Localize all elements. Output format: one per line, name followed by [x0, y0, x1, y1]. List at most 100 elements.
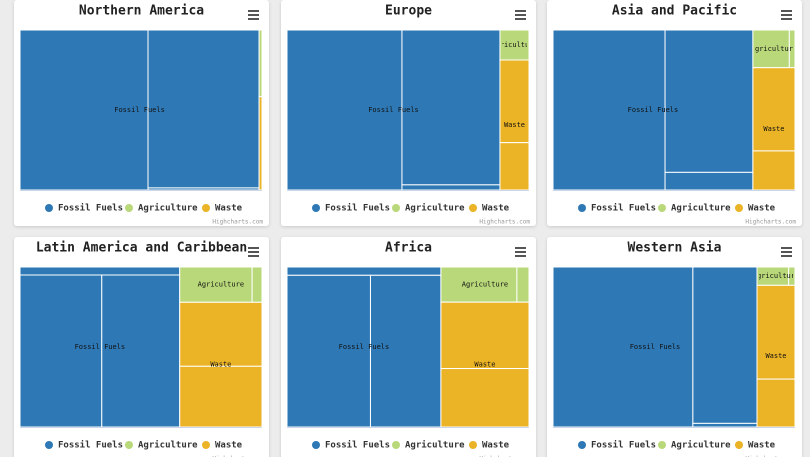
treemap-cell — [552, 29, 666, 191]
treemap-cell — [401, 184, 501, 191]
legend-label: Agriculture — [671, 203, 731, 214]
legend-label: Fossil Fuels — [58, 440, 123, 451]
legend-item[interactable]: Agriculture — [392, 203, 465, 214]
menu-bar — [248, 255, 259, 257]
group-label: Fossil Fuels — [630, 343, 681, 351]
legend-item[interactable]: Fossil Fuels — [312, 440, 390, 451]
treemap-cell — [147, 187, 260, 191]
legend-item[interactable]: Fossil Fuels — [45, 440, 123, 451]
group-label: Waste — [504, 121, 525, 129]
treemap-cell — [179, 301, 263, 367]
group-label: Agriculture — [462, 281, 508, 289]
menu-bar — [248, 18, 259, 20]
treemap-cell — [251, 266, 263, 303]
treemap-cell — [552, 266, 694, 428]
menu-bar — [515, 251, 526, 253]
legend-item[interactable]: Fossil Fuels — [578, 203, 656, 214]
legend-item[interactable]: Waste — [469, 204, 510, 214]
group-label: Fossil Fuels — [75, 343, 126, 351]
legend-label: Fossil Fuels — [591, 203, 656, 214]
menu-bar — [781, 255, 792, 257]
chart-title: Europe — [385, 4, 432, 19]
menu-bar — [248, 10, 259, 12]
legend-label: Waste — [748, 204, 776, 214]
treemap-cell — [286, 274, 371, 428]
treemap-cell — [258, 29, 263, 98]
menu-bar — [248, 14, 259, 16]
treemap-cell — [692, 266, 758, 424]
menu-button[interactable] — [781, 247, 792, 257]
legend-symbol — [125, 441, 133, 449]
legend-item[interactable]: Agriculture — [392, 440, 465, 451]
legend-item[interactable]: Waste — [735, 441, 776, 451]
legend-item[interactable]: Agriculture — [658, 440, 731, 451]
credits[interactable]: Highcharts.com — [212, 219, 263, 226]
treemap-cell — [401, 29, 501, 186]
menu-bar — [515, 18, 526, 20]
legend-symbol — [392, 204, 400, 212]
treemap-cell — [440, 368, 530, 428]
treemap-cell — [664, 29, 754, 173]
legend-item[interactable]: Agriculture — [125, 203, 198, 214]
group-label: Waste — [474, 361, 495, 369]
chart-title: Northern America — [79, 4, 204, 19]
treemap-cell — [258, 96, 263, 191]
legend-item[interactable]: Fossil Fuels — [578, 440, 656, 451]
legend-symbol — [392, 441, 400, 449]
credits[interactable]: Highcharts.com — [212, 456, 263, 457]
chart-card: Asia and Pacific Fossil Fuels Agriculture W… — [547, 0, 802, 226]
legend-label: Waste — [482, 441, 510, 451]
legend-symbol — [45, 204, 53, 212]
legend-symbol — [735, 204, 743, 212]
chart-card: Latin America and Caribbean Fossil Fuels A… — [14, 237, 269, 457]
group-label: Fossil Fuels — [114, 106, 165, 114]
group-label: Agriculture — [198, 281, 244, 289]
menu-button[interactable] — [515, 247, 526, 257]
legend-item[interactable]: Waste — [202, 441, 243, 451]
legend-symbol — [578, 441, 586, 449]
legend-symbol — [202, 204, 210, 212]
legend-label: Waste — [482, 204, 510, 214]
legend-symbol — [578, 204, 586, 212]
credits[interactable]: Highcharts.com — [745, 219, 796, 226]
treemap-cell — [664, 171, 754, 191]
treemap-cell — [286, 29, 403, 191]
menu-bar — [248, 251, 259, 253]
group-label: Fossil Fuels — [339, 343, 390, 351]
treemap-cell — [369, 274, 442, 428]
legend-symbol — [45, 441, 53, 449]
menu-button[interactable] — [781, 10, 792, 20]
menu-button[interactable] — [515, 10, 526, 20]
treemap-cell — [752, 67, 796, 152]
chart-title: Latin America and Caribbean — [36, 241, 247, 256]
credits[interactable]: Highcharts.com — [479, 456, 530, 457]
group-label: Fossil Fuels — [628, 106, 679, 114]
chart-title: Africa — [385, 241, 432, 256]
legend-symbol — [469, 204, 477, 212]
legend-label: Agriculture — [138, 440, 198, 451]
legend-item[interactable]: Fossil Fuels — [45, 203, 123, 214]
legend-item[interactable]: Fossil Fuels — [312, 203, 390, 214]
legend-item[interactable]: Waste — [735, 204, 776, 214]
menu-bar — [515, 255, 526, 257]
menu-bar — [515, 14, 526, 16]
legend-symbol — [469, 441, 477, 449]
treemap-cell — [756, 284, 796, 380]
credits[interactable]: Highcharts.com — [479, 219, 530, 226]
legend-symbol — [125, 204, 133, 212]
menu-button[interactable] — [248, 10, 259, 20]
treemap-cell — [499, 29, 530, 61]
credits[interactable]: Highcharts.com — [745, 456, 796, 457]
legend-item[interactable]: Agriculture — [658, 203, 731, 214]
treemap-cell — [752, 29, 790, 69]
treemap-cell — [440, 301, 530, 370]
treemap-cell — [101, 274, 181, 428]
legend-item[interactable]: Waste — [469, 441, 510, 451]
menu-button[interactable] — [248, 247, 259, 257]
menu-bar — [781, 247, 792, 249]
group-label: Fossil Fuels — [368, 106, 419, 114]
legend-item[interactable]: Agriculture — [125, 440, 198, 451]
legend-label: Fossil Fuels — [591, 440, 656, 451]
legend-item[interactable]: Waste — [202, 204, 243, 214]
